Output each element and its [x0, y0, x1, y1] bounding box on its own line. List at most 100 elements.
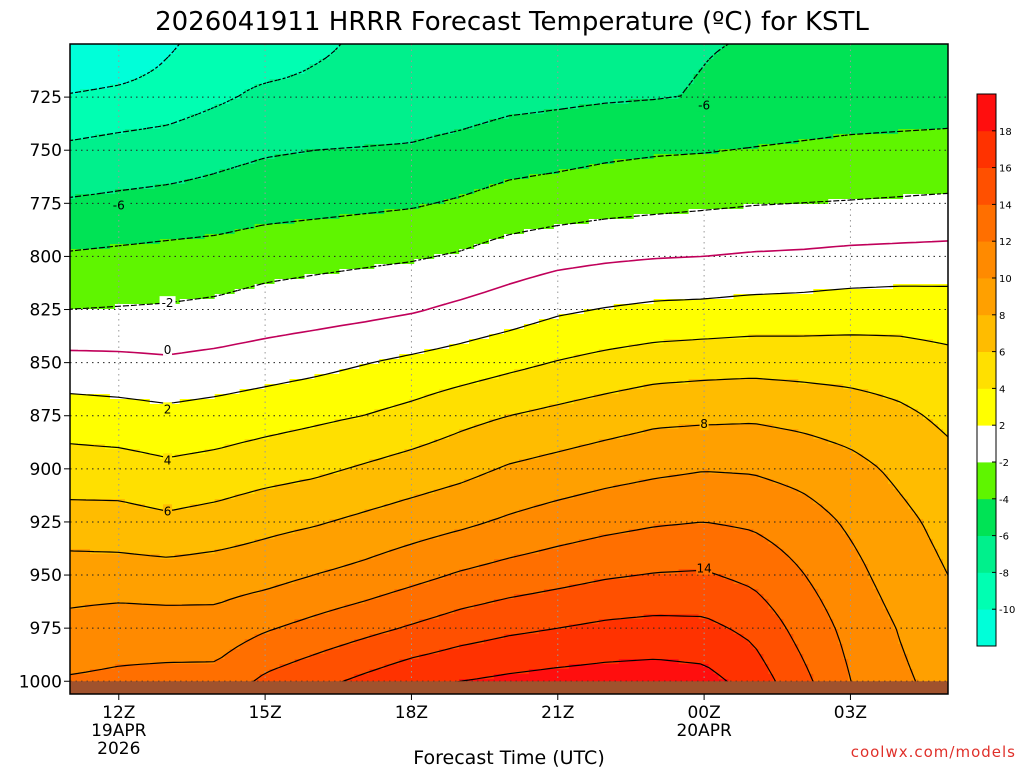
- temperature-cell: [848, 674, 914, 680]
- colorbar-label: -4: [999, 495, 1009, 506]
- temperature-cell: [528, 174, 948, 180]
- temperature-cell: [379, 594, 515, 600]
- contour-label-bg: [696, 561, 713, 575]
- temperature-cell: [179, 119, 490, 125]
- temperature-cell: [558, 169, 948, 175]
- temperature-cell: [474, 524, 655, 530]
- temperature-cell: [678, 424, 774, 430]
- temperature-cell: [808, 494, 904, 500]
- temperature-cell: [70, 529, 296, 535]
- temperature-cell: [489, 419, 934, 425]
- temperature-cell: [469, 339, 665, 345]
- temperature-cell: [70, 214, 340, 220]
- temperature-cell: [70, 94, 241, 100]
- temperature-cell: [553, 359, 948, 365]
- temperature-cell: [838, 519, 924, 525]
- temperature-cell: [878, 589, 948, 595]
- temperature-cell: [449, 484, 615, 490]
- temperature-cell: [474, 424, 680, 430]
- y-tick-label: 875: [30, 407, 62, 427]
- contour-line-10: [70, 471, 922, 694]
- temperature-cell: [254, 489, 435, 495]
- temperature-cell: [783, 549, 859, 555]
- contour-label-bg: [163, 342, 173, 356]
- temperature-cell: [314, 374, 500, 380]
- temperature-cell: [628, 99, 948, 105]
- temperature-cell: [853, 544, 934, 550]
- contour-line-12: [70, 521, 856, 694]
- temperature-cell: [504, 329, 948, 335]
- contour-label: 0: [164, 343, 172, 357]
- credit-text: coolwx.com/models: [851, 743, 1016, 761]
- temperature-cell: [553, 499, 814, 505]
- temperature-cell: [70, 164, 241, 170]
- temperature-cell: [154, 184, 490, 190]
- temperature-cell: [254, 539, 420, 545]
- contour-label-bg: [163, 504, 173, 518]
- temperature-cell: [499, 374, 948, 380]
- temperature-cell: [793, 559, 864, 565]
- temperature-cell: [294, 219, 590, 225]
- temperature-cell: [833, 619, 894, 625]
- contour-line-4: [70, 334, 948, 458]
- temperature-cell: [598, 439, 829, 445]
- temperature-cell: [304, 69, 700, 75]
- temperature-cell: [339, 369, 515, 375]
- temperature-cell: [439, 649, 760, 655]
- temperature-cell: [70, 64, 161, 70]
- temperature-cell: [70, 334, 490, 340]
- temperature-cell: [70, 154, 276, 160]
- colorbar-label: -6: [999, 532, 1009, 543]
- temperature-cell: [494, 559, 794, 565]
- temperature-cell: [803, 569, 869, 575]
- contour-label: 8: [700, 417, 708, 431]
- temperature-cell: [70, 184, 156, 190]
- temperature-cell: [344, 564, 480, 570]
- temperature-cell: [229, 649, 326, 655]
- temperature-cell: [578, 104, 948, 110]
- temperature-cell: [394, 404, 550, 410]
- temperature-cell: [454, 529, 630, 535]
- temperature-cell: [70, 319, 540, 325]
- contour-label-bg: [699, 417, 709, 431]
- temperature-cell: [159, 64, 311, 70]
- temperature-cell: [239, 389, 440, 395]
- temperature-cell: [439, 614, 645, 620]
- temperature-cell: [89, 669, 271, 675]
- temperature-cell: [484, 639, 750, 645]
- temperature-cell: [70, 584, 276, 590]
- temperature-cell: [444, 574, 630, 580]
- temperature-cell: [274, 484, 450, 490]
- temperature-cell: [513, 554, 789, 560]
- temperature-cell: [518, 509, 829, 515]
- temperature-cell: [538, 629, 735, 635]
- temperature-cell: [269, 669, 370, 675]
- temperature-cell: [758, 589, 819, 595]
- temperature-cell: [758, 474, 889, 480]
- temperature-cell: [419, 654, 765, 660]
- temperature-cell: [653, 524, 735, 530]
- temperature-cell: [444, 199, 829, 205]
- temperature-cell: [833, 514, 919, 520]
- temperature-cell: [773, 479, 889, 485]
- temperature-cell: [798, 429, 944, 435]
- temperature-cell: [768, 539, 854, 545]
- temperature-cell: [883, 604, 948, 610]
- temperature-cell: [70, 424, 316, 430]
- temperature-cell: [70, 389, 241, 395]
- contour-label: -6: [698, 99, 710, 113]
- temperature-cell: [893, 619, 948, 625]
- temperature-cell: [124, 129, 455, 135]
- temperature-cell: [628, 574, 725, 580]
- colorbar-label: 14: [999, 200, 1012, 211]
- temperature-cell: [858, 549, 939, 555]
- temperature-cell: [359, 559, 495, 565]
- temperature-cell: [389, 454, 540, 460]
- temperature-cell: [344, 604, 475, 610]
- colorbar-swatch: [977, 241, 996, 279]
- temperature-cell: [224, 599, 365, 605]
- temperature-cell: [903, 334, 948, 340]
- temperature-cell: [768, 604, 824, 610]
- colorbar-label: -10: [999, 605, 1015, 616]
- contour-label: 14: [696, 562, 711, 576]
